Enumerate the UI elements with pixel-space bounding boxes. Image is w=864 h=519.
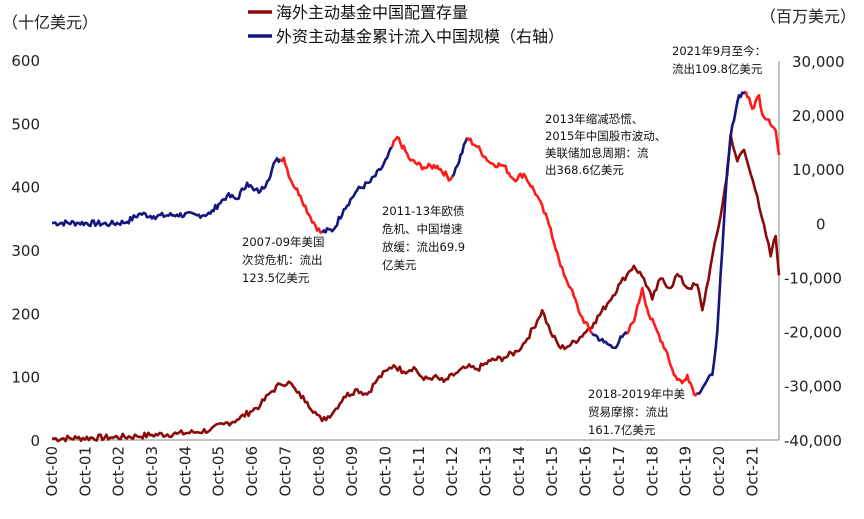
left-axis-unit: （十亿美元） [2,13,98,32]
left-tick: 200 [11,305,40,323]
annotation-line: 放缓：流出69.9 [382,240,465,254]
x-tick-label: Oct-20 [710,446,728,496]
series-line-flows [52,157,282,228]
x-tick-label: Oct-21 [743,446,761,496]
annotation-line: 2018-2019年中美 [588,387,686,401]
right-axis-unit: （百万美元） [760,7,856,26]
series-line-flows-outflow [466,136,594,335]
x-tick-label: Oct-10 [376,446,394,496]
annotation-2021: 2021年9月至今： 流出109.8亿美元 [672,44,770,76]
x-tick-label: Oct-16 [577,446,595,496]
series-line-flows [321,146,393,234]
right-tick: -20,000 [784,324,842,342]
x-tick-label: Oct-18 [643,446,661,496]
x-tick-label: Oct-05 [210,446,228,496]
right-tick: -40,000 [784,432,842,450]
annotation-line: 次贷危机：流出 [242,253,323,267]
x-tick-label: Oct-13 [477,446,495,496]
legend: 海外主动基金中国配置存量 外资主动基金累计流入中国规模（右轴） [248,3,564,46]
annotation-line: 2007-09年美国 [242,235,325,249]
annotations: 2007-09年美国 次贷危机：流出 123.5亿美元 2011-13年欧债 危… [242,44,770,437]
annotation-2013: 2013年缩减恐慌、 2015年中国股市波动、 美联储加息周期：流 出368.6… [545,112,670,177]
annotation-line: 美联储加息周期：流 [545,146,649,160]
annotation-line: 危机、中国增速 [382,222,463,236]
legend-label-holdings: 海外主动基金中国配置存量 [276,3,468,22]
x-tick-label: Oct-12 [443,446,461,496]
annotation-line: 出368.6亿美元 [545,163,624,177]
left-tick: 600 [11,52,40,70]
x-tick-label: Oct-11 [410,446,428,496]
x-tick-label: Oct-03 [143,446,161,496]
x-tick-label: Oct-17 [610,446,628,496]
right-tick: 30,000 [792,53,845,71]
series-line-flows-outflow [744,91,781,156]
x-tick-label: Oct-00 [43,446,61,496]
x-tick-label: Oct-06 [243,446,261,496]
right-tick: -30,000 [784,378,842,396]
annotation-line: 2011-13年欧债 [382,204,465,218]
x-tick-label: Oct-01 [76,446,94,496]
left-axis: 0 100 200 300 400 500 600 [11,52,40,450]
series-line-flows [591,331,629,350]
left-tick: 400 [11,179,40,197]
x-tick-label: Oct-19 [677,446,695,496]
x-tick-label: Oct-14 [510,446,528,496]
right-tick: 10,000 [792,161,845,179]
x-tick-label: Oct-08 [310,446,328,496]
left-tick: 500 [11,115,40,133]
series-line-flows [451,137,469,178]
annotation-line: 流出109.8亿美元 [672,62,763,76]
series-line-flows [696,90,747,395]
right-axis: -40,000 -30,000 -20,000 -10,000 0 10,000… [778,53,845,450]
series-line-flows-outflow [626,286,699,397]
series-line-flows-outflow [279,156,323,234]
x-tick-label: Oct-02 [110,446,128,496]
x-tick-label: Oct-04 [176,446,194,496]
x-tick-label: Oct-15 [543,446,561,496]
left-tick: 0 [30,432,40,450]
x-tick-label: Oct-09 [343,446,361,496]
right-tick: 20,000 [792,107,845,125]
annotation-line: 亿美元 [382,258,417,272]
left-tick: 100 [11,369,40,387]
annotation-line: 贸易摩擦：流出 [588,405,669,419]
right-tick: -10,000 [784,269,842,287]
series-line-flows-outflow [390,135,454,182]
annotation-line: 2021年9月至今： [672,44,766,58]
annotation-2011: 2011-13年欧债 危机、中国增速 放缓：流出69.9 亿美元 [382,204,469,272]
annotation-line: 2013年缩减恐慌、 [545,112,643,126]
annotation-line: 2015年中国股市波动、 [545,129,666,143]
annotation-line: 161.7亿美元 [588,423,656,437]
x-tick-label: Oct-07 [276,446,294,496]
series-layer [52,90,781,443]
left-tick: 300 [11,242,40,260]
annotation-2018: 2018-2019年中美 贸易摩擦：流出 161.7亿美元 [588,387,689,437]
legend-label-flows: 外资主动基金累计流入中国规模（右轴） [276,27,564,46]
series-line-holdings [52,133,781,443]
annotation-2008: 2007-09年美国 次贷危机：流出 123.5亿美元 [242,235,328,285]
x-axis: Oct-00 Oct-01 Oct-02 Oct-03 Oct-04 Oct-05 Oct-… [43,439,779,496]
right-tick: 0 [816,215,826,233]
annotation-line: 123.5亿美元 [242,271,310,285]
